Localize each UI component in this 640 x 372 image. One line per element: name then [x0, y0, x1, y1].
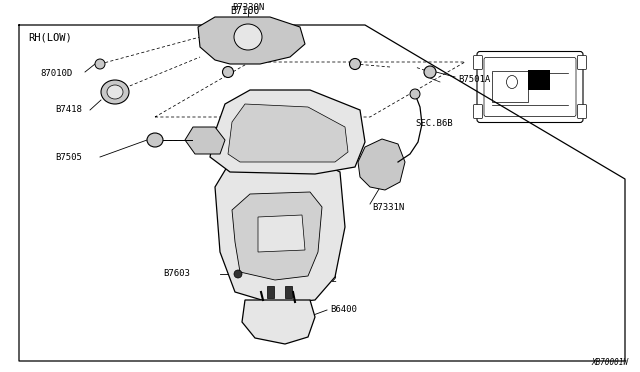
Bar [267, 286, 274, 298]
Text: B7505: B7505 [55, 153, 82, 161]
Bar [528, 70, 550, 90]
Ellipse shape [424, 66, 436, 78]
Polygon shape [198, 17, 305, 64]
FancyBboxPatch shape [474, 55, 483, 70]
Polygon shape [228, 104, 348, 162]
Text: 87010D: 87010D [40, 70, 72, 78]
Ellipse shape [147, 133, 163, 147]
Text: B6400: B6400 [330, 305, 357, 314]
Text: XB70001W: XB70001W [591, 358, 628, 367]
FancyBboxPatch shape [477, 51, 583, 122]
Text: B7601: B7601 [286, 257, 313, 266]
Text: RH(LOW): RH(LOW) [28, 32, 72, 42]
FancyBboxPatch shape [484, 58, 576, 116]
Bar [285, 286, 292, 298]
Bar [492, 71, 528, 102]
Polygon shape [258, 215, 305, 252]
Text: B7418: B7418 [55, 106, 82, 115]
Polygon shape [215, 157, 345, 304]
Ellipse shape [101, 80, 129, 104]
Ellipse shape [234, 270, 242, 278]
Text: B7501A: B7501A [458, 74, 490, 83]
Polygon shape [185, 127, 225, 154]
Polygon shape [358, 139, 405, 190]
Ellipse shape [349, 58, 360, 70]
Ellipse shape [234, 24, 262, 50]
Text: B7330N: B7330N [232, 3, 264, 12]
FancyBboxPatch shape [474, 105, 483, 119]
Ellipse shape [107, 85, 123, 99]
Ellipse shape [410, 89, 420, 99]
Polygon shape [232, 192, 322, 280]
Polygon shape [210, 90, 365, 174]
Text: B7602: B7602 [310, 275, 337, 283]
FancyBboxPatch shape [577, 105, 586, 119]
Text: SEC.B6B: SEC.B6B [415, 119, 452, 128]
Ellipse shape [95, 59, 105, 69]
FancyBboxPatch shape [577, 55, 586, 70]
Polygon shape [242, 300, 315, 344]
Text: B7331N: B7331N [372, 203, 404, 212]
Text: B7603: B7603 [163, 269, 190, 279]
Ellipse shape [223, 67, 234, 77]
Text: B7100: B7100 [230, 6, 260, 16]
